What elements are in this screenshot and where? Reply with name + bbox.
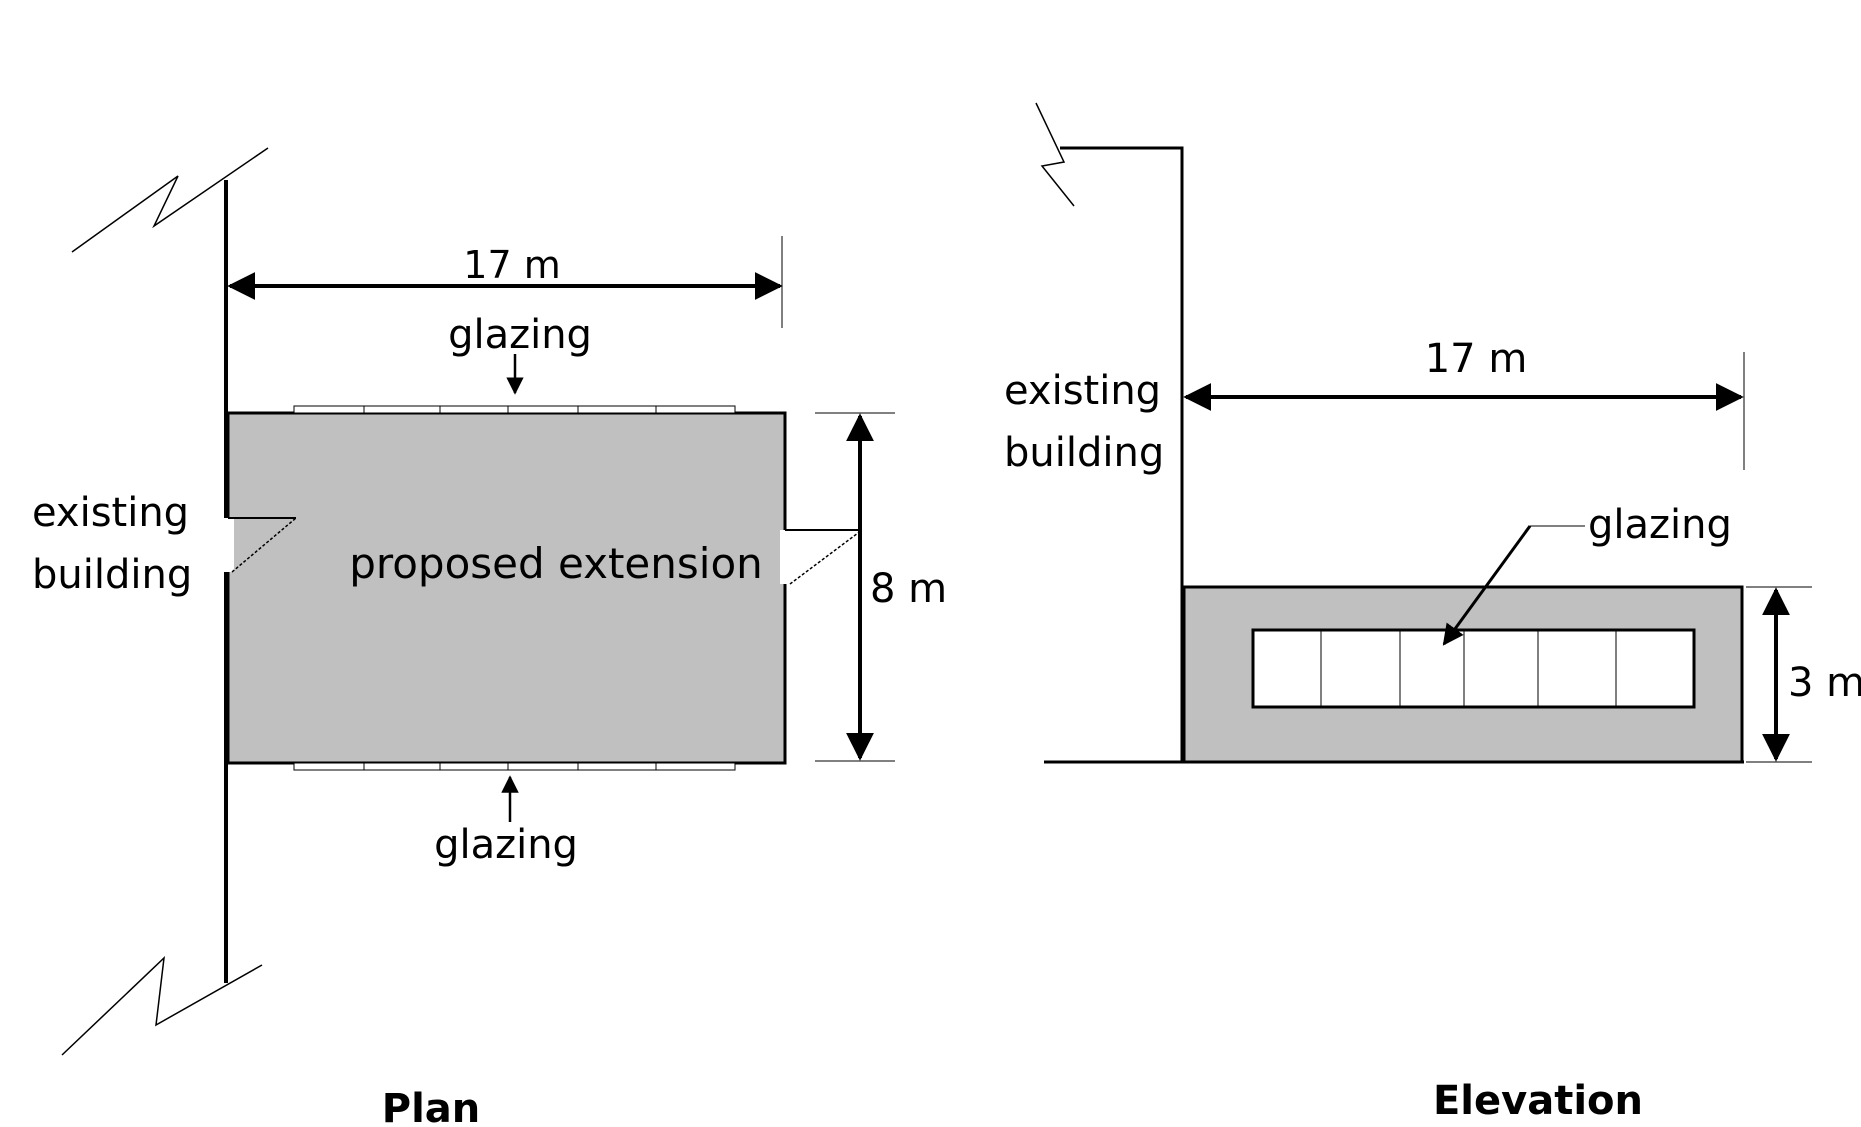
door-swing-left	[231, 517, 297, 573]
door-opening-left	[222, 518, 234, 572]
elevation-width-label: 17 m	[1425, 336, 1528, 382]
proposed-extension-plan	[226, 411, 787, 765]
plan-depth-label: 8 m	[870, 566, 947, 612]
break-symbol-elevation	[1035, 102, 1075, 207]
door-swing-right	[789, 529, 863, 585]
break-symbol-top	[71, 147, 269, 253]
plan-existing-building-line1: existing	[32, 490, 189, 536]
plan-width-label: 17 m	[463, 243, 560, 287]
existing-building-elevation	[1060, 146, 1184, 762]
elevation-existing-building-line1: existing	[1004, 368, 1161, 414]
glazing-strip-bottom	[293, 762, 736, 771]
break-symbol-bottom	[61, 956, 263, 1056]
elevation-glazing-label: glazing	[1588, 502, 1732, 548]
glazing-strip-top	[293, 405, 736, 414]
plan-view: 17 m 8 m glazing glazing existing buildi…	[32, 147, 947, 1127]
plan-glazing-bottom-label: glazing	[434, 822, 578, 868]
door-opening-right	[780, 530, 790, 584]
elevation-existing-building-line2: building	[1004, 430, 1164, 476]
elevation-glazing-arrow	[1442, 525, 1532, 646]
plan-glazing-top-label: glazing	[448, 312, 592, 358]
plan-existing-building-line2: building	[32, 552, 192, 598]
plan-extension-label: proposed extension	[349, 539, 763, 588]
elevation-view: 17 m 3 m glazing existing building Eleva…	[1004, 102, 1861, 1124]
elevation-title: Elevation	[1433, 1078, 1643, 1124]
plan-title: Plan	[382, 1086, 481, 1127]
elevation-glazing-window	[1251, 628, 1696, 709]
elevation-height-label: 3 m	[1788, 660, 1861, 706]
